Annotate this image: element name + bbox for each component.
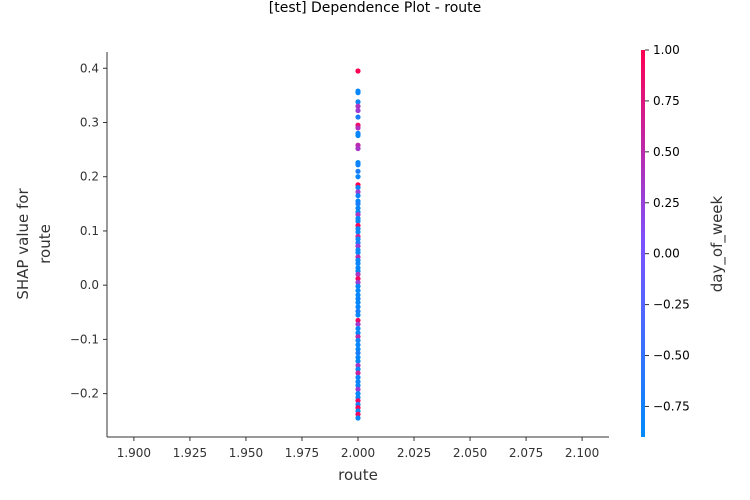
data-point: [355, 125, 361, 131]
colorbar-ticks: 1.00 0.75 0.50 0.25 0.00 −0.25 −0.50 −0.75: [645, 43, 690, 413]
data-point: [355, 212, 361, 218]
data-point: [355, 317, 361, 324]
colorbar-label: day_of_week: [708, 195, 727, 292]
y-tick-label: 0.2: [80, 170, 99, 184]
data-point: [355, 276, 361, 282]
data-point: [355, 350, 361, 356]
data-point: [355, 243, 361, 249]
data-point: [355, 201, 361, 207]
data-point: [355, 145, 361, 152]
x-tick-label: 2.000: [341, 446, 375, 460]
data-point: [355, 193, 361, 199]
y-axis-label-line-2: route: [36, 224, 54, 264]
data-point: [355, 391, 361, 397]
data-point: [355, 354, 361, 360]
data-point: [355, 132, 361, 139]
scatter-points: [355, 68, 361, 421]
data-point: [355, 386, 361, 392]
data-point: [355, 325, 361, 332]
data-point: [355, 398, 361, 404]
colorbar-tick-label: −0.75: [653, 399, 690, 413]
x-tick-label: 2.050: [453, 446, 487, 460]
data-point: [355, 374, 361, 380]
data-point: [355, 236, 361, 242]
data-point: [355, 337, 361, 344]
y-tick-label: 0.4: [80, 61, 99, 75]
x-tick-label: 1.925: [173, 446, 207, 460]
data-point: [355, 114, 361, 120]
data-point: [355, 279, 361, 286]
data-point: [355, 174, 361, 180]
data-point: [355, 260, 361, 267]
data-point: [355, 184, 361, 191]
data-point: [355, 411, 361, 417]
data-point: [355, 189, 361, 195]
y-axis-label: SHAP value for route: [14, 188, 54, 300]
y-tick-label: −0.2: [70, 387, 99, 401]
data-point: [355, 168, 361, 174]
data-point: [355, 382, 361, 389]
y-axis-ticks: −0.2 −0.1 0.0 0.1 0.2 0.3 0.4: [70, 61, 107, 401]
data-point: [355, 308, 361, 314]
data-point: [355, 334, 361, 340]
data-point: [355, 296, 361, 302]
colorbar: [641, 50, 645, 437]
chart-title: [test] Dependence Plot - route: [269, 0, 482, 16]
data-point: [355, 205, 361, 211]
data-point: [355, 362, 361, 369]
data-point: [355, 321, 361, 327]
data-point: [355, 218, 361, 224]
data-point: [355, 103, 361, 109]
data-point: [355, 299, 361, 306]
data-point: [355, 358, 361, 364]
data-point: [355, 366, 361, 372]
y-tick-label: 0.0: [80, 278, 99, 292]
data-point: [355, 292, 361, 298]
data-point: [355, 229, 361, 235]
y-tick-label: 0.1: [80, 224, 99, 238]
x-tick-label: 2.025: [397, 446, 431, 460]
colorbar-tick-label: 0.00: [653, 247, 680, 261]
x-tick-label: 2.100: [565, 446, 599, 460]
x-tick-label: 1.975: [285, 446, 319, 460]
colorbar-tick-label: −0.25: [653, 298, 690, 312]
y-tick-label: 0.3: [80, 115, 99, 129]
data-point: [355, 342, 361, 348]
data-point: [355, 283, 361, 289]
x-tick-label: 1.950: [229, 446, 263, 460]
data-point: [355, 304, 361, 310]
data-point: [355, 271, 361, 277]
y-tick-label: −0.1: [70, 332, 99, 346]
data-point: [355, 90, 361, 96]
x-axis-ticks: 1.900 1.925 1.950 1.975 2.000 2.025 2.050 2.075…: [117, 437, 599, 460]
colorbar-tick-label: 1.00: [653, 43, 680, 57]
data-point: [355, 415, 361, 421]
colorbar-tick-label: −0.50: [653, 349, 690, 363]
colorbar-tick-label: 0.25: [653, 196, 680, 210]
data-point: [355, 68, 361, 74]
data-point: [355, 99, 361, 105]
data-point: [355, 162, 361, 168]
colorbar-tick-label: 0.50: [653, 145, 680, 159]
colorbar-tick-label: 0.75: [653, 94, 680, 108]
data-point: [355, 330, 361, 336]
data-point: [355, 346, 361, 352]
data-point: [355, 370, 361, 376]
y-axis-label-line-1: SHAP value for: [14, 188, 32, 300]
data-point: [355, 250, 361, 256]
data-point: [355, 312, 361, 318]
x-axis-label: route: [338, 466, 378, 484]
x-tick-label: 2.075: [509, 446, 543, 460]
data-point: [355, 107, 361, 114]
x-tick-label: 1.900: [117, 446, 151, 460]
data-point: [355, 379, 361, 385]
data-point: [355, 287, 361, 294]
